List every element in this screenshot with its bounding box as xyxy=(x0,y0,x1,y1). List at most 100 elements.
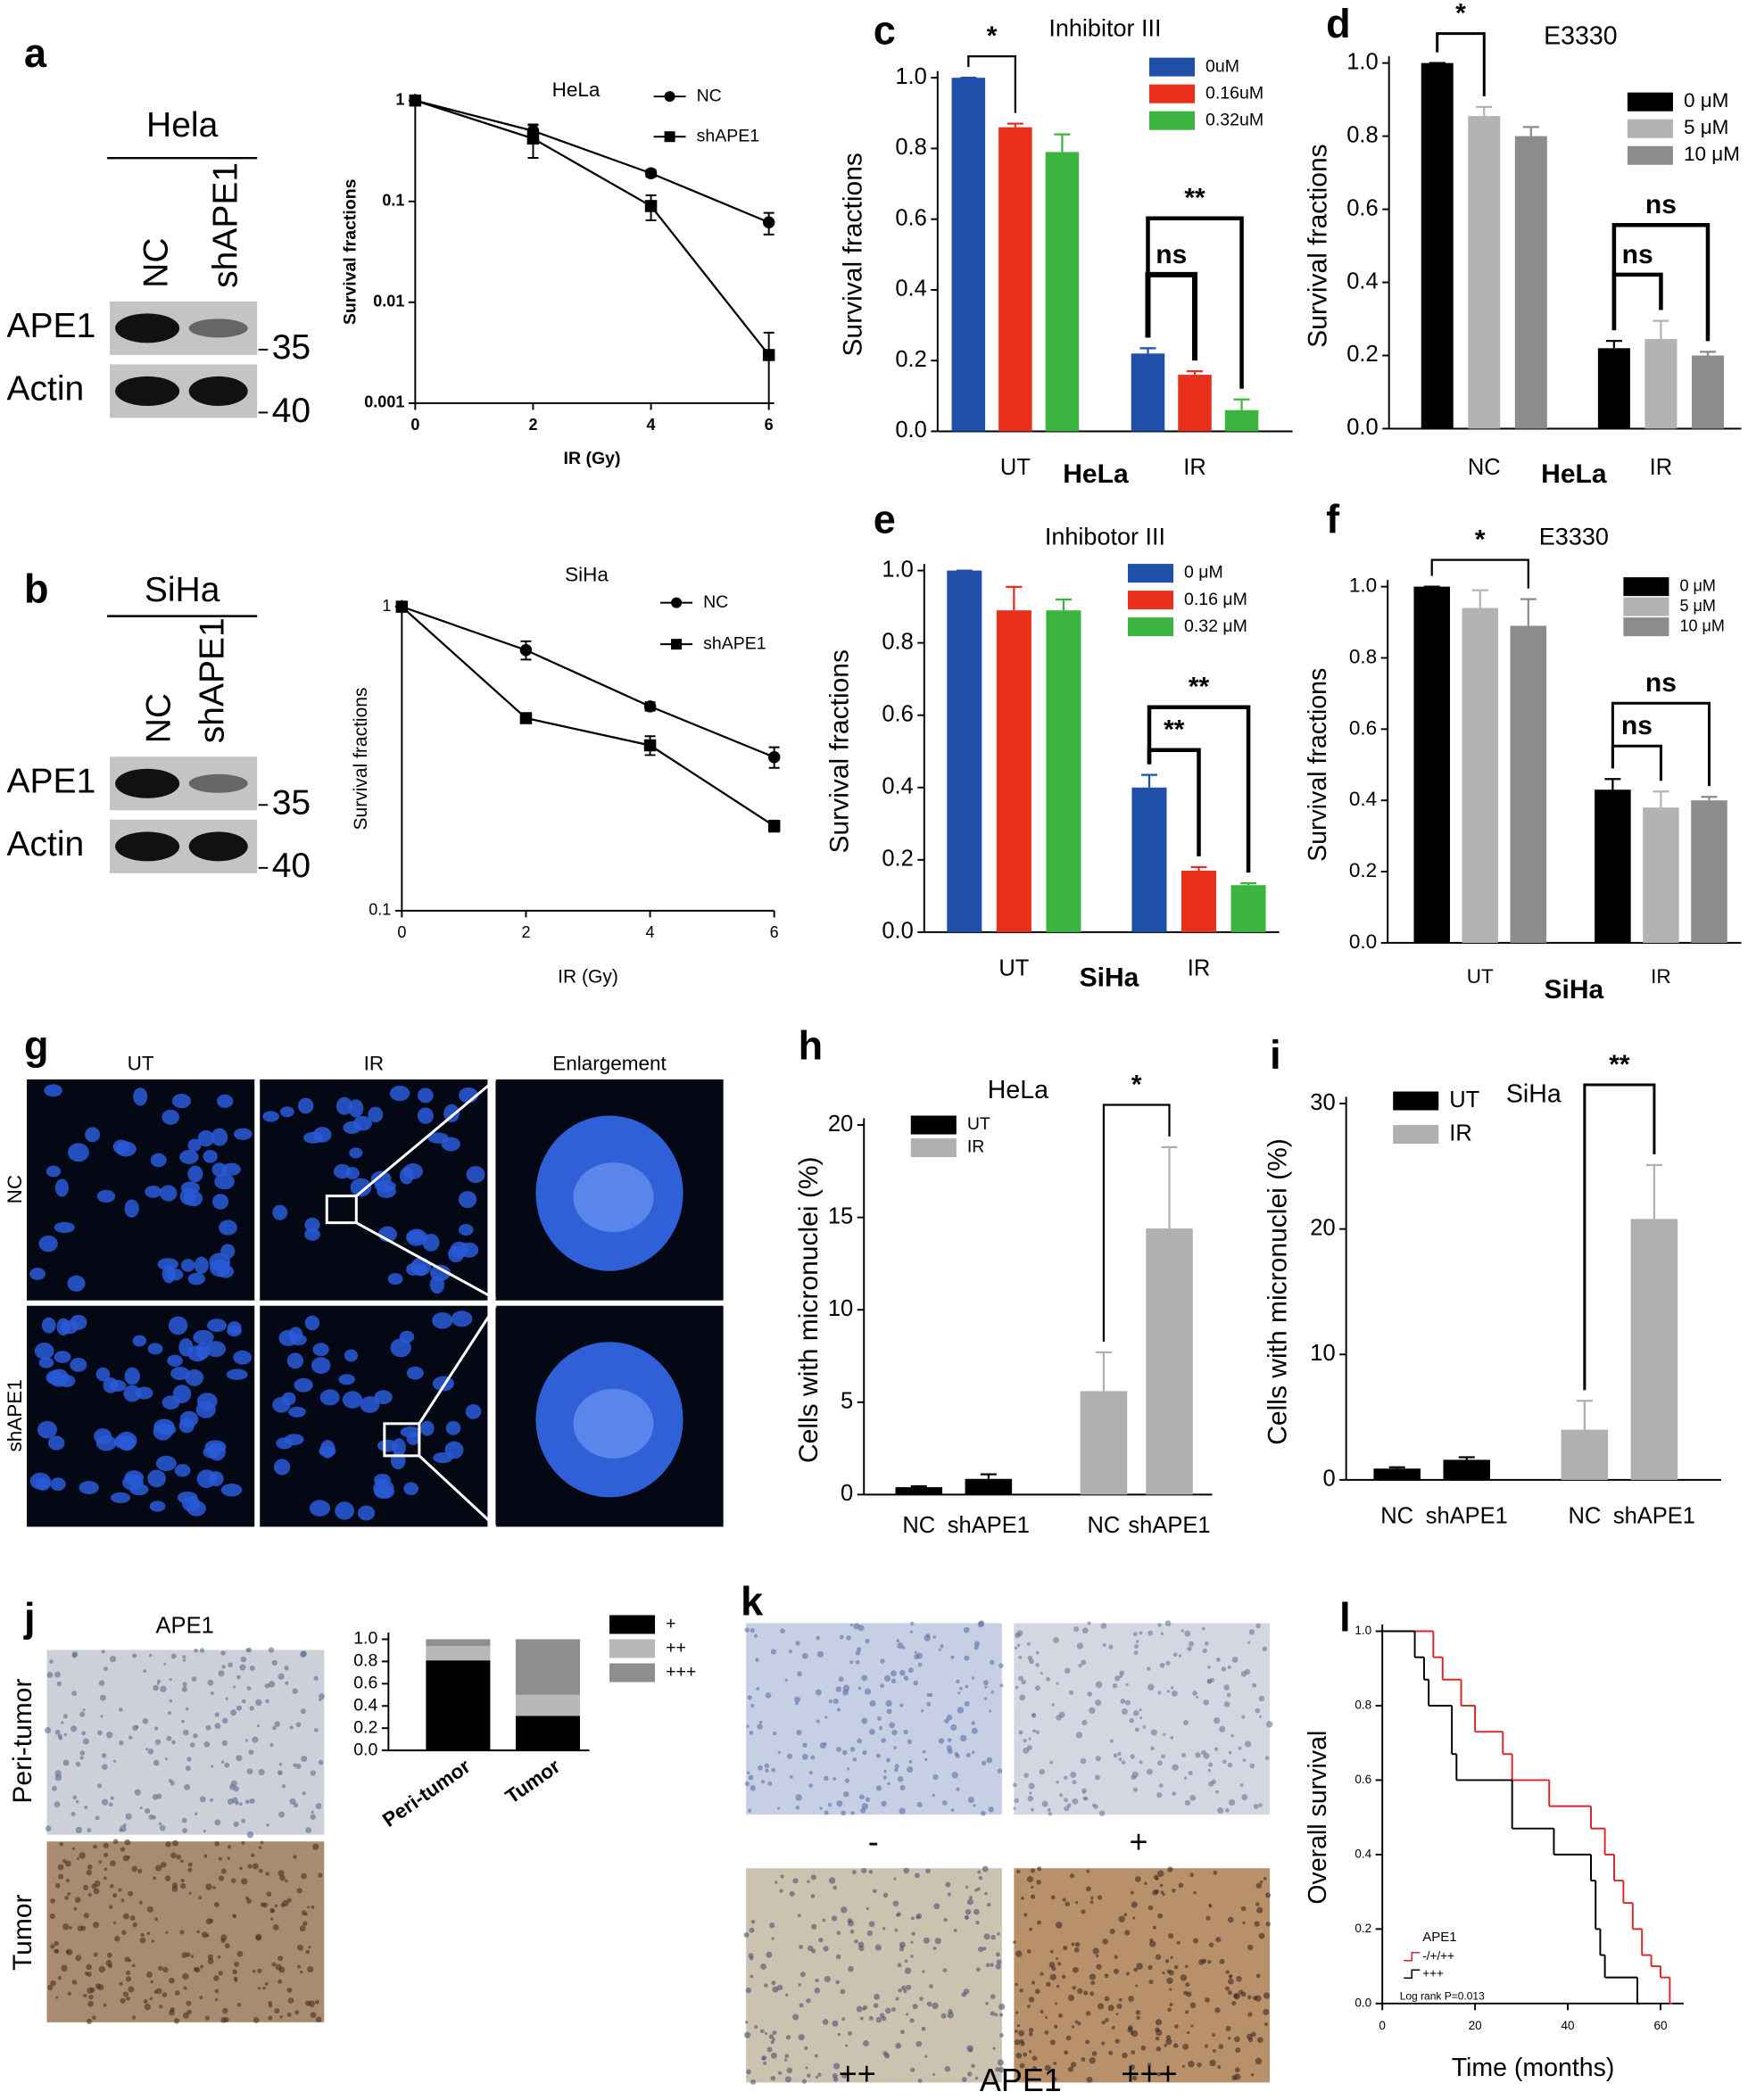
ihc-texture xyxy=(93,1888,100,1895)
ihc-texture xyxy=(1023,1913,1028,1917)
bar xyxy=(1046,610,1081,932)
x-axis-label: HeLa xyxy=(1541,459,1607,489)
ihc-texture xyxy=(1056,1682,1059,1685)
ihc-texture xyxy=(1140,2045,1147,2051)
ihc-texture xyxy=(848,1965,854,1972)
ihc-texture xyxy=(862,2005,868,2010)
ihc-texture xyxy=(1227,1990,1232,1996)
ihc-texture xyxy=(54,1948,60,1954)
ihc-texture xyxy=(899,1947,905,1952)
ihc-texture xyxy=(854,1939,858,1944)
ihc-texture xyxy=(163,1662,167,1666)
ihc-texture xyxy=(57,1864,64,1871)
ihc-texture xyxy=(897,1912,901,1917)
ihc-texture xyxy=(899,1784,906,1791)
ihc-texture xyxy=(153,1876,156,1881)
marker xyxy=(643,700,657,713)
protein-label: APE1 xyxy=(7,763,96,801)
ihc-texture xyxy=(196,1930,200,1934)
ihc-texture xyxy=(278,1673,285,1680)
error-bar xyxy=(1604,778,1621,790)
ihc-texture xyxy=(1123,1913,1128,1917)
ihc-texture xyxy=(203,1740,211,1748)
series-line xyxy=(415,99,770,356)
nucleus xyxy=(357,1505,376,1521)
ihc-texture xyxy=(1182,2043,1189,2050)
y-tick-label: 0.6 xyxy=(353,1674,377,1693)
ihc-texture xyxy=(1204,2044,1208,2048)
ihc-texture xyxy=(1170,1955,1173,1959)
ihc-texture xyxy=(1086,1869,1090,1873)
ihc-texture xyxy=(265,1872,269,1876)
ihc-texture xyxy=(312,1843,319,1850)
ihc-texture xyxy=(1162,1971,1165,1975)
nucleus xyxy=(402,1163,423,1179)
legend-label: 0.16 μM xyxy=(1184,590,1247,609)
ihc-texture xyxy=(1049,1760,1054,1765)
ihc-texture xyxy=(885,1699,892,1707)
ihc-texture xyxy=(903,1675,909,1681)
significance-bracket xyxy=(1583,1083,1656,1391)
ihc-texture xyxy=(777,1984,783,1991)
nucleus xyxy=(333,1163,352,1179)
ihc-texture xyxy=(786,2067,793,2074)
ihc-texture xyxy=(944,1718,949,1724)
bar xyxy=(515,1639,580,1695)
ihc-texture xyxy=(1081,1788,1087,1794)
ihc-texture xyxy=(74,1897,81,1904)
ihc-texture xyxy=(1150,1729,1157,1736)
ihc-texture xyxy=(1083,1990,1089,1996)
ihc-texture xyxy=(1157,1623,1162,1627)
ihc-texture xyxy=(1081,2056,1086,2062)
ihc-texture xyxy=(748,1808,752,1813)
nucleus xyxy=(217,1094,234,1108)
nucleus xyxy=(336,1096,352,1115)
ihc-texture xyxy=(190,1955,195,1958)
ihc-texture xyxy=(235,1800,239,1806)
ihc-texture xyxy=(1196,1696,1199,1699)
ihc-texture xyxy=(286,1897,292,1903)
ihc-texture xyxy=(1095,1954,1099,1958)
nucleus xyxy=(174,1464,191,1477)
ihc-texture xyxy=(1244,1740,1252,1748)
ihc-texture xyxy=(101,1798,109,1806)
ihc-texture xyxy=(1117,1751,1122,1757)
ihc-texture xyxy=(865,1638,870,1644)
ihc-texture xyxy=(221,1740,228,1746)
ihc-texture xyxy=(1147,1964,1153,1971)
ihc-texture xyxy=(286,1987,293,1993)
ihc-texture xyxy=(1062,1897,1066,1902)
error-bar xyxy=(1139,347,1156,354)
ihc-texture xyxy=(784,1678,788,1682)
significance-label: * xyxy=(1475,525,1486,555)
ihc-texture xyxy=(302,1791,306,1796)
ihc-texture xyxy=(1136,1963,1143,1970)
ihc-texture xyxy=(768,2034,775,2039)
ihc-texture xyxy=(868,2015,874,2021)
ihc-texture xyxy=(184,1783,190,1790)
ihc-texture xyxy=(1119,1670,1125,1676)
nucleus xyxy=(389,1085,410,1102)
ihc-texture xyxy=(932,2072,936,2076)
ihc-texture xyxy=(246,1768,253,1775)
grade-label: - xyxy=(868,1823,879,1860)
nucleus xyxy=(400,1426,422,1438)
ihc-texture xyxy=(983,1697,988,1700)
ihc-texture xyxy=(864,1688,872,1695)
ihc-texture xyxy=(1222,1759,1227,1765)
nucleus xyxy=(112,1139,129,1154)
ihc-texture xyxy=(236,2003,242,2007)
ihc-texture xyxy=(749,1731,754,1735)
legend-label: NC xyxy=(697,86,722,105)
ihc-texture xyxy=(878,1725,883,1731)
ihc-texture xyxy=(168,1779,172,1783)
ihc-texture xyxy=(966,1898,973,1906)
ihc-texture xyxy=(155,1864,162,1872)
ihc-texture xyxy=(1163,1732,1166,1736)
ihc-texture xyxy=(1208,1781,1214,1787)
ihc-texture xyxy=(1067,1995,1075,2002)
nucleus xyxy=(70,1357,87,1372)
legend-swatch xyxy=(1127,617,1174,637)
ihc-texture xyxy=(990,1690,994,1694)
ihc-texture xyxy=(1089,1973,1097,1980)
